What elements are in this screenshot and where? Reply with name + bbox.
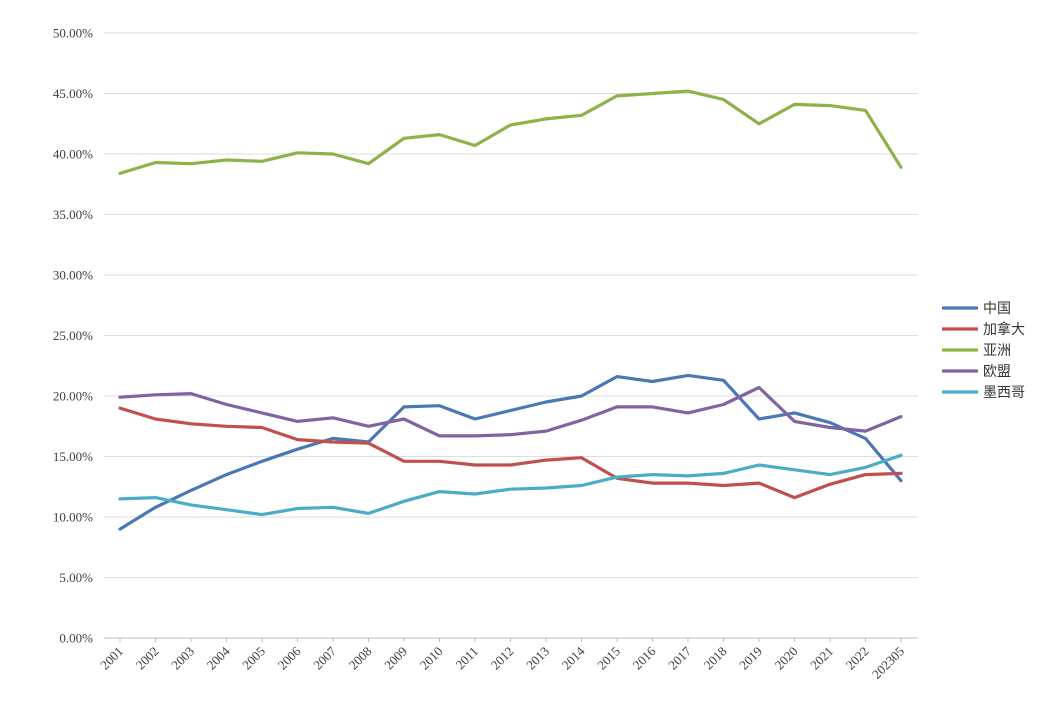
x-tick-label: 2007 [310, 643, 339, 672]
x-tick-label: 2005 [239, 644, 268, 673]
x-tick-label: 2019 [736, 644, 765, 673]
x-tick-label: 2009 [381, 644, 410, 673]
y-tick-label: 10.00% [53, 510, 93, 525]
y-tick-label: 5.00% [59, 570, 93, 585]
y-tick-label: 30.00% [53, 268, 93, 283]
x-tick-label: 2015 [594, 644, 623, 673]
legend-label: 亚洲 [983, 343, 1011, 359]
x-tick-label: 2016 [630, 643, 659, 672]
legend-label: 墨西哥 [983, 385, 1025, 401]
x-tick-label: 202305 [869, 644, 907, 682]
x-tick-label: 2018 [701, 644, 730, 673]
x-tick-label: 2013 [523, 644, 552, 673]
x-tick-label: 2014 [559, 643, 588, 672]
series-line-2 [118, 89, 903, 175]
legend-label: 加拿大 [983, 321, 1025, 338]
x-tick-label: 2002 [133, 644, 162, 673]
series-line-1 [118, 406, 903, 500]
x-tick-label: 2006 [275, 643, 304, 672]
y-tick-label: 15.00% [53, 449, 93, 464]
y-tick-label: 25.00% [53, 328, 93, 343]
series-line-4 [118, 453, 903, 517]
y-tick-label: 20.00% [53, 389, 93, 404]
gridlines [104, 32, 918, 642]
legend-label: 欧盟 [983, 364, 1011, 380]
x-tick-label: 2020 [772, 644, 801, 673]
series-lines [118, 89, 903, 531]
y-tick-label: 0.00% [59, 631, 93, 646]
y-tick-label: 45.00% [53, 86, 93, 101]
x-tick-label: 2021 [807, 644, 836, 673]
y-tick-label: 50.00% [53, 26, 93, 41]
x-tick-label: 2010 [417, 644, 446, 673]
x-tick-label: 2001 [97, 644, 126, 673]
x-tick-label: 2011 [452, 644, 481, 673]
series-line-3 [118, 385, 903, 438]
x-tick-label: 2022 [843, 644, 872, 673]
legend-label: 中国 [983, 301, 1011, 317]
series-line-0 [118, 373, 903, 531]
x-tick-label: 2017 [665, 643, 694, 672]
y-tick-label: 40.00% [53, 147, 93, 162]
x-tick-label: 2003 [168, 644, 197, 673]
y-axis-tick-labels: 0.00% 5.00% 10.00% 15.00% 20.00% 25.00% 30.00%… [53, 26, 93, 646]
y-tick-label: 35.00% [53, 207, 93, 222]
x-tick-label: 2008 [346, 644, 375, 673]
x-tick-label: 2004 [204, 643, 233, 672]
x-tick-label: 2012 [488, 644, 517, 673]
x-axis-tick-labels: 2001 2002 2003 2004 2005 2006 2007 2008 2009 2010… [97, 643, 907, 682]
